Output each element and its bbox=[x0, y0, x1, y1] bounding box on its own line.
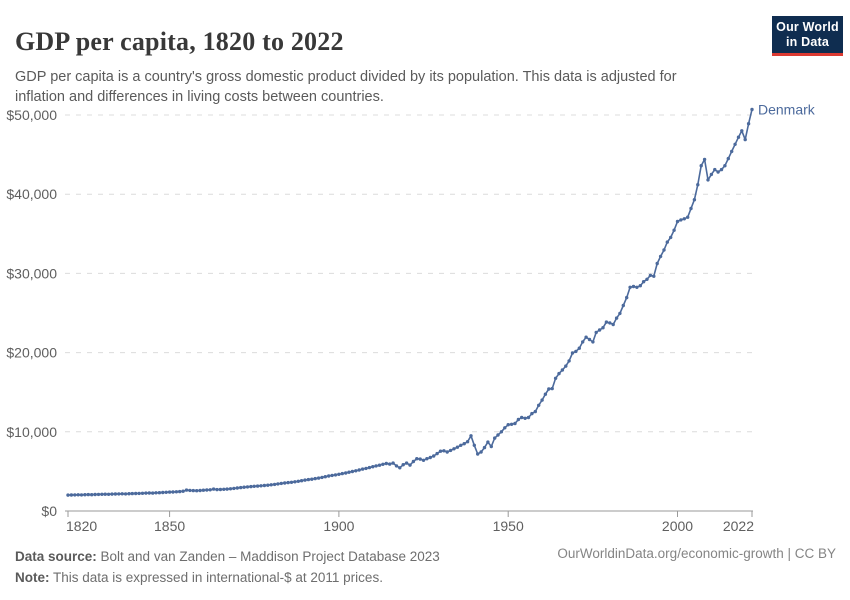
y-tick-label: $50,000 bbox=[6, 107, 57, 123]
owid-url-license[interactable]: OurWorldinData.org/economic-growth | CC … bbox=[557, 546, 836, 561]
x-tick-label: 1820 bbox=[66, 518, 97, 534]
owid-logo-line-2: in Data bbox=[785, 35, 830, 49]
note-text: This data is expressed in international-… bbox=[49, 570, 383, 585]
y-tick-label: $0 bbox=[41, 503, 57, 519]
entity-label[interactable]: Denmark bbox=[758, 101, 816, 117]
note-line: Note: This data is expressed in internat… bbox=[15, 567, 440, 588]
x-tick-label: 2022 bbox=[723, 518, 754, 534]
y-grid: $0 $10,000 $20,000 $30,000 $40,000 $50,000 bbox=[6, 107, 755, 519]
subtitle-line-2: inflation and differences in living cost… bbox=[15, 89, 384, 105]
gdp-line[interactable] bbox=[67, 108, 753, 496]
x-axis: 1820 1850 1900 1950 2000 2022 bbox=[66, 511, 754, 534]
data-source-text: Bolt and van Zanden – Maddison Project D… bbox=[96, 549, 440, 564]
owid-logo-line-1: Our World bbox=[776, 20, 839, 34]
y-tick-label: $40,000 bbox=[6, 186, 57, 202]
x-tick-label: 1950 bbox=[493, 518, 524, 534]
owid-logo[interactable]: Our World in Data bbox=[772, 16, 843, 56]
y-tick-label: $10,000 bbox=[6, 424, 57, 440]
x-tick-label: 2000 bbox=[662, 518, 693, 534]
data-points[interactable] bbox=[66, 107, 754, 497]
data-source-line: Data source: Bolt and van Zanden – Maddi… bbox=[15, 546, 440, 567]
chart-subtitle: GDP per capita is a country's gross dome… bbox=[15, 67, 677, 108]
x-tick-label: 1850 bbox=[154, 518, 185, 534]
y-tick-label: $20,000 bbox=[6, 345, 57, 361]
y-tick-label: $30,000 bbox=[6, 265, 57, 281]
page-title: GDP per capita, 1820 to 2022 bbox=[15, 27, 344, 57]
note-label: Note: bbox=[15, 570, 50, 585]
subtitle-line-1: GDP per capita is a country's gross dome… bbox=[15, 68, 677, 85]
data-source-label: Data source: bbox=[15, 549, 97, 564]
footer-source-note: Data source: Bolt and van Zanden – Maddi… bbox=[15, 546, 440, 588]
x-tick-label: 1900 bbox=[323, 518, 354, 534]
